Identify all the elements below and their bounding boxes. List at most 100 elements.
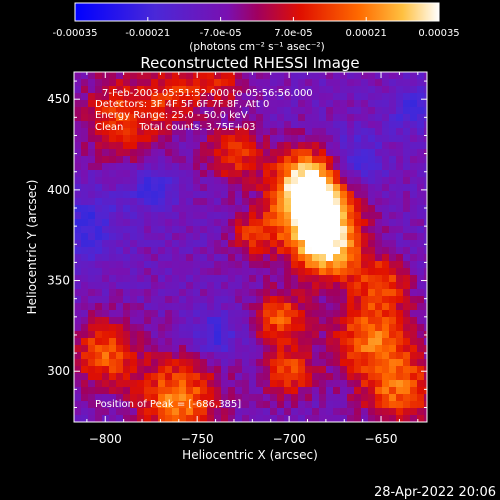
heatmap-cell — [221, 114, 229, 122]
heatmap-cell — [333, 310, 341, 318]
heatmap-cell — [74, 373, 82, 381]
heatmap-cell — [179, 86, 187, 94]
heatmap-cell — [270, 240, 278, 248]
heatmap-cell — [347, 303, 355, 311]
heatmap-cell — [333, 226, 341, 234]
heatmap-cell — [298, 247, 306, 255]
heatmap-cell — [74, 394, 82, 402]
heatmap-cell — [102, 170, 110, 178]
heatmap-cell — [277, 345, 285, 353]
heatmap-cell — [74, 163, 82, 171]
heatmap-cell — [256, 198, 264, 206]
heatmap-cell — [172, 184, 180, 192]
heatmap-cell — [249, 170, 257, 178]
heatmap-cell — [186, 366, 194, 374]
heatmap-cell — [109, 366, 117, 374]
heatmap-cell — [179, 128, 187, 136]
heatmap-cell — [382, 380, 390, 388]
heatmap-cell — [179, 268, 187, 276]
heatmap-cell — [403, 170, 411, 178]
heatmap-cell — [151, 93, 159, 101]
heatmap-cell — [347, 128, 355, 136]
heatmap-cell — [123, 177, 131, 185]
heatmap-cell — [326, 380, 334, 388]
heatmap-cell — [116, 100, 124, 108]
heatmap-cell — [249, 135, 257, 143]
heatmap-cell — [382, 198, 390, 206]
heatmap-cell — [263, 149, 271, 157]
heatmap-cell — [193, 177, 201, 185]
heatmap-cell — [109, 128, 117, 136]
heatmap-cell — [242, 303, 250, 311]
heatmap-cell — [102, 149, 110, 157]
heatmap-cell — [389, 170, 397, 178]
heatmap-cell — [151, 198, 159, 206]
heatmap-cell — [277, 387, 285, 395]
heatmap-cell — [193, 121, 201, 129]
heatmap-cell — [116, 219, 124, 227]
heatmap-cell — [424, 275, 427, 283]
heatmap-cell — [305, 100, 313, 108]
heatmap-cell — [207, 401, 215, 409]
heatmap-cell — [389, 219, 397, 227]
heatmap-cell — [375, 254, 383, 262]
heatmap-cell — [284, 282, 292, 290]
heatmap-cell — [81, 170, 89, 178]
heatmap-cell — [158, 359, 166, 367]
heatmap-cell — [116, 303, 124, 311]
heatmap-cell — [214, 268, 222, 276]
heatmap-cell — [144, 93, 152, 101]
heatmap-cell — [221, 191, 229, 199]
heatmap-cell — [221, 408, 229, 416]
heatmap-cell — [424, 177, 427, 185]
heatmap-cell — [326, 366, 334, 374]
heatmap-cell — [88, 247, 96, 255]
heatmap-cell — [123, 121, 131, 129]
heatmap-cell — [207, 163, 215, 171]
heatmap-cell — [214, 296, 222, 304]
heatmap-cell — [214, 401, 222, 409]
heatmap-cell — [74, 310, 82, 318]
heatmap-cell — [151, 275, 159, 283]
heatmap-cell — [326, 163, 334, 171]
heatmap-cell — [88, 359, 96, 367]
heatmap-cell — [207, 205, 215, 213]
heatmap-cell — [312, 303, 320, 311]
heatmap-cell — [305, 135, 313, 143]
heatmap-cell — [256, 352, 264, 360]
heatmap-cell — [263, 205, 271, 213]
heatmap-cell — [270, 373, 278, 381]
heatmap-cell — [116, 135, 124, 143]
heatmap-cell — [396, 268, 404, 276]
heatmap-cell — [340, 135, 348, 143]
heatmap-cell — [207, 268, 215, 276]
heatmap-cell — [284, 184, 292, 192]
heatmap-cell — [200, 352, 208, 360]
heatmap-cell — [158, 401, 166, 409]
heatmap-cell — [389, 184, 397, 192]
heatmap-cell — [319, 72, 327, 80]
heatmap-cell — [221, 240, 229, 248]
heatmap-cell — [270, 352, 278, 360]
heatmap-cell — [193, 107, 201, 115]
heatmap-cell — [347, 107, 355, 115]
heatmap-cell — [144, 114, 152, 122]
heatmap-cell — [235, 233, 243, 241]
heatmap-cell — [214, 331, 222, 339]
heatmap-cell — [102, 142, 110, 150]
heatmap-cell — [186, 394, 194, 402]
heatmap-cell — [172, 345, 180, 353]
heatmap-cell — [123, 233, 131, 241]
heatmap-cell — [151, 282, 159, 290]
heatmap-cell — [186, 163, 194, 171]
heatmap-cell — [186, 93, 194, 101]
heatmap-cell — [165, 324, 173, 332]
heatmap-cell — [361, 338, 369, 346]
heatmap-cell — [375, 72, 383, 80]
heatmap-cell — [81, 121, 89, 129]
heatmap-cell — [242, 380, 250, 388]
heatmap-cell — [319, 177, 327, 185]
heatmap-cell — [361, 79, 369, 87]
heatmap-cell — [193, 387, 201, 395]
heatmap-cell — [249, 296, 257, 304]
